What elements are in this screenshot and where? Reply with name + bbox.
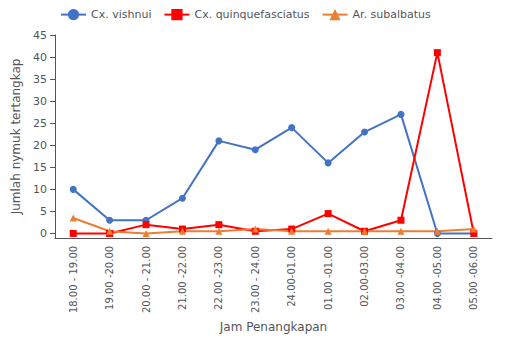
- svg-text:20.00 - 21.00: 20.00 - 21.00: [141, 246, 152, 313]
- svg-text:35: 35: [33, 73, 47, 86]
- svg-text:24.00-01.00: 24.00-01.00: [286, 246, 297, 307]
- svg-text:10: 10: [33, 183, 47, 196]
- svg-text:0: 0: [40, 227, 47, 240]
- svg-text:45: 45: [33, 29, 47, 42]
- svg-text:18.00 - 19.00: 18.00 - 19.00: [68, 246, 79, 313]
- svg-text:15: 15: [33, 161, 47, 174]
- svg-text:Jam Penangkapan: Jam Penangkapan: [219, 320, 327, 334]
- svg-text:05.00 -06.00: 05.00 -06.00: [468, 246, 479, 310]
- svg-text:04.00 -05.00: 04.00 -05.00: [432, 246, 443, 310]
- svg-text:03.00 -04.00: 03.00 -04.00: [395, 246, 406, 310]
- svg-text:30: 30: [33, 95, 47, 108]
- svg-text:Jumlah nymuk tertangkap: Jumlah nymuk tertangkap: [9, 59, 23, 216]
- svg-text:25: 25: [33, 117, 47, 130]
- svg-text:40: 40: [33, 51, 47, 64]
- svg-text:23.00 - 24.00: 23.00 - 24.00: [250, 246, 261, 313]
- svg-text:21.00 -22.00: 21.00 -22.00: [177, 246, 188, 310]
- svg-text:19.00 -20.00: 19.00 -20.00: [104, 246, 115, 310]
- svg-text:22.00 -23.00: 22.00 -23.00: [213, 246, 224, 310]
- svg-text:20: 20: [33, 139, 47, 152]
- svg-text:Ar. subalbatus: Ar. subalbatus: [353, 8, 432, 21]
- svg-text:Cx. quinquefasciatus: Cx. quinquefasciatus: [194, 8, 309, 21]
- svg-text:Cx. vishnui: Cx. vishnui: [91, 8, 151, 21]
- svg-text:02.00-03.00: 02.00-03.00: [359, 246, 370, 307]
- svg-text:01.00 -01.00: 01.00 -01.00: [323, 246, 334, 310]
- svg-text:5: 5: [40, 205, 47, 218]
